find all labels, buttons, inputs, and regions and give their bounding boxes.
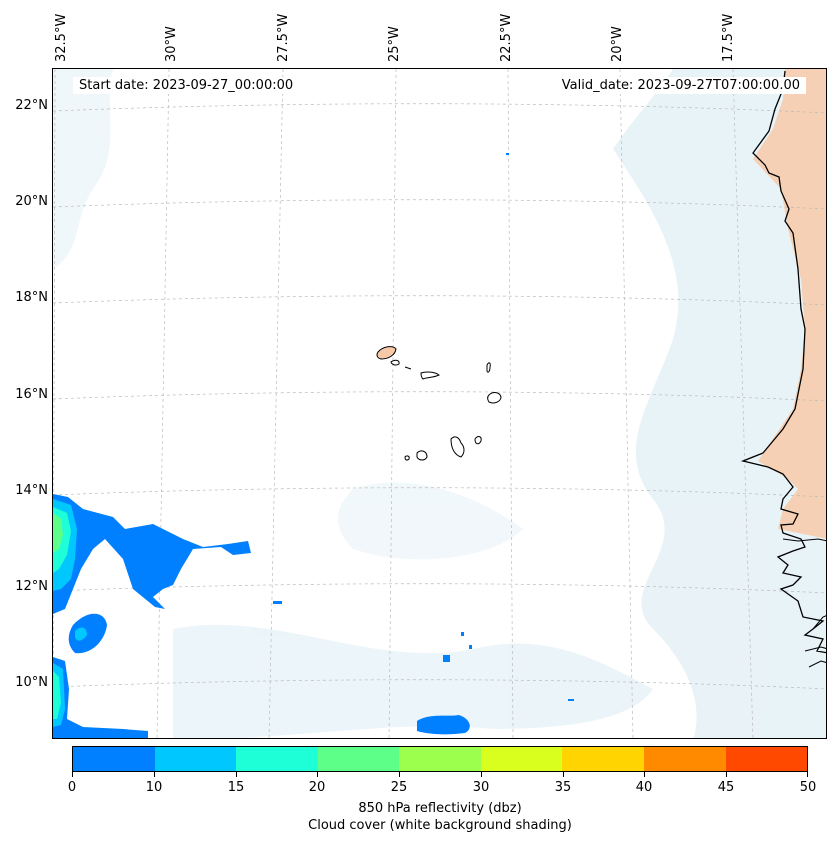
colorbar-tick-label: 45 bbox=[717, 780, 735, 795]
graticule bbox=[53, 69, 826, 738]
reflectivity-field bbox=[53, 153, 574, 738]
colorbar-tick-label: 50 bbox=[799, 780, 817, 795]
island-santo-antao bbox=[376, 346, 397, 360]
island-maio bbox=[474, 436, 482, 445]
colorbar-swatch-4 bbox=[399, 747, 481, 771]
gambia-river-coast bbox=[782, 538, 826, 542]
lat-label-10n: 10°N bbox=[15, 675, 48, 690]
colorbar-ticks: 0 10 15 20 25 30 35 40 45 50 bbox=[68, 772, 816, 798]
colorbar-tick-mark bbox=[563, 772, 564, 777]
reflectivity-speck-5 bbox=[469, 645, 472, 649]
colorbar-tick-label: 30 bbox=[472, 780, 490, 795]
map-panel[interactable]: Start date: 2023-09-27_00:00:00 Valid_da… bbox=[52, 68, 827, 739]
island-fogo bbox=[416, 450, 428, 461]
colorbar-swatch-5 bbox=[480, 747, 563, 771]
reflectivity-blob-south bbox=[417, 715, 470, 735]
colorbar-sublabel: Cloud cover (white background shading) bbox=[308, 818, 572, 833]
colorbar-label: 850 hPa reflectivity (dbz) bbox=[358, 801, 522, 816]
lon-label-32-5w: 32.5°W bbox=[54, 13, 69, 62]
cloud-patch-central bbox=[338, 482, 523, 560]
reflectivity-colorbar bbox=[72, 746, 808, 772]
africa-land-shading bbox=[753, 69, 826, 539]
colorbar-tick-label: 0 bbox=[67, 780, 77, 795]
lon-label-25w: 25°W bbox=[387, 26, 402, 62]
lon-label-20w: 20°W bbox=[610, 26, 625, 62]
africa-coastline bbox=[740, 70, 826, 654]
reflectivity-speck-1 bbox=[273, 601, 282, 604]
lon-label-27-5w: 27.5°W bbox=[276, 13, 291, 62]
valid-date-label: Valid_date: 2023-09-27T07:00:00.00 bbox=[555, 77, 806, 94]
island-santa-luzia bbox=[404, 366, 412, 370]
lat-label-14n: 14°N bbox=[15, 483, 48, 498]
colorbar-tick-mark bbox=[644, 772, 645, 777]
reflectivity-blob-corner-inner bbox=[53, 671, 61, 719]
colorbar-tick-mark bbox=[317, 772, 318, 777]
colorbar-swatch-1 bbox=[154, 747, 237, 771]
colorbar-swatch-2 bbox=[236, 747, 318, 771]
colorbar-swatch-0 bbox=[73, 747, 155, 771]
cloud-patch-south bbox=[173, 624, 653, 738]
island-brava bbox=[404, 455, 410, 461]
lon-label-22-5w: 22.5°W bbox=[499, 13, 514, 62]
colorbar-tick-label: 40 bbox=[635, 780, 653, 795]
reflectivity-west-peak bbox=[53, 513, 63, 553]
colorbar-swatch-6 bbox=[562, 747, 644, 771]
cape-verde-islands bbox=[376, 346, 502, 461]
colorbar-tick-label: 10 bbox=[145, 780, 163, 795]
colorbar-swatch-3 bbox=[317, 747, 400, 771]
reflectivity-west-blob bbox=[53, 494, 251, 614]
map-canvas[interactable] bbox=[53, 69, 827, 739]
colorbar-tick-label: 35 bbox=[554, 780, 572, 795]
reflectivity-blob-south-west-core bbox=[75, 627, 87, 641]
colorbar-tick-label: 25 bbox=[390, 780, 408, 795]
lon-label-30w: 30°W bbox=[164, 26, 179, 62]
colorbar-tick-mark bbox=[399, 772, 400, 777]
lat-label-12n: 12°N bbox=[15, 579, 48, 594]
island-sao-nicolau bbox=[420, 371, 440, 380]
island-santiago bbox=[450, 436, 465, 458]
cloud-patch-west bbox=[53, 69, 113, 269]
reflectivity-speck-6 bbox=[568, 699, 574, 701]
island-boa-vista bbox=[487, 392, 502, 404]
colorbar-tick-mark bbox=[154, 772, 155, 777]
lat-label-18n: 18°N bbox=[15, 290, 48, 305]
colorbar-tick-mark bbox=[236, 772, 237, 777]
island-sao-vicente bbox=[390, 359, 400, 366]
lat-label-16n: 16°N bbox=[15, 387, 48, 402]
colorbar-tick-label: 15 bbox=[227, 780, 245, 795]
colorbar-tick-mark bbox=[481, 772, 482, 777]
reflectivity-blob-corner bbox=[53, 657, 148, 738]
colorbar-tick-mark bbox=[72, 772, 73, 777]
cloud-band-east bbox=[613, 69, 826, 738]
lat-label-20n: 20°N bbox=[15, 194, 48, 209]
start-date-label: Start date: 2023-09-27_00:00:00 bbox=[73, 77, 300, 94]
lon-label-17-5w: 17.5°W bbox=[721, 13, 736, 62]
colorbar-tick-label: 20 bbox=[308, 780, 326, 795]
lat-label-22n: 22°N bbox=[15, 98, 48, 113]
cloud-cover-shading bbox=[53, 69, 826, 738]
reflectivity-speck-3 bbox=[461, 632, 464, 636]
reflectivity-blob-south-west bbox=[68, 613, 107, 654]
island-sal bbox=[486, 362, 491, 373]
colorbar-tick-mark bbox=[726, 772, 727, 777]
colorbar-tick-mark bbox=[807, 772, 808, 777]
guinea-bissau-coast bbox=[804, 615, 826, 668]
reflectivity-speck-4 bbox=[506, 153, 509, 155]
colorbar-swatch-8 bbox=[725, 747, 808, 771]
reflectivity-speck-2 bbox=[443, 655, 450, 662]
colorbar-swatch-7 bbox=[643, 747, 726, 771]
